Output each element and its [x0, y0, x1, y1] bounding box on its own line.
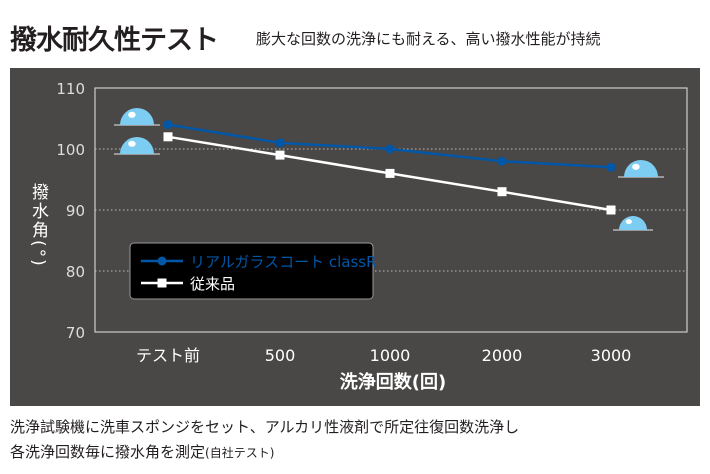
legend-label: 従来品: [190, 275, 235, 293]
y-tick-label: 90: [66, 202, 85, 220]
caption: 洗浄試験機に洗車スポンジをセット、アルカリ性液剤で所定往復回数洗浄し 各洗浄回数…: [10, 415, 519, 466]
x-tick-label: 3000: [591, 346, 632, 365]
droplet-body: [619, 216, 647, 230]
y-tick-label: 80: [66, 263, 85, 281]
data-point: [606, 162, 616, 172]
droplet-highlight: [128, 111, 136, 118]
y-tick-label: 70: [66, 324, 85, 342]
y-tick-label: 110: [56, 80, 85, 98]
droplet-icon: [114, 137, 160, 155]
page-title: 撥水耐久性テスト: [10, 25, 219, 56]
x-tick-label: 2000: [482, 346, 523, 365]
legend-label: リアルガラスコート classR: [190, 253, 377, 271]
line-chart: 70 80 90 100 110 テスト前 500 1000 2000 3000 洗浄回数(回) 撥水…: [28, 80, 688, 393]
droplet-highlight: [128, 140, 136, 147]
droplet-highlight: [632, 163, 640, 170]
data-point: [163, 120, 173, 130]
droplet-body: [624, 160, 658, 177]
plot-frame: [94, 87, 688, 333]
data-point: [497, 187, 507, 197]
data-point: [275, 138, 285, 148]
y-tick-label: 100: [56, 141, 85, 159]
x-tick-label: 500: [265, 346, 296, 365]
droplet-icon: [618, 160, 664, 178]
data-point: [606, 205, 616, 215]
caption-line-1: 洗浄試験機に洗車スポンジをセット、アルカリ性液剤で所定往復回数洗浄し: [10, 418, 520, 436]
x-tick-label: テスト前: [136, 346, 200, 365]
caption-line-2: 各洗浄回数毎に撥水角を測定: [10, 443, 206, 461]
x-axis-label: 洗浄回数(回): [340, 371, 446, 393]
legend: リアルガラスコート classR 従来品: [129, 242, 377, 300]
chart-panel: 70 80 90 100 110 テスト前 500 1000 2000 3000 洗浄回数(回) 撥水…: [10, 68, 700, 406]
droplet-body: [120, 108, 154, 125]
legend-marker: [157, 278, 167, 288]
caption-note: (自社テスト): [205, 446, 275, 460]
droplet-icon: [613, 216, 653, 231]
y-axis-label: 撥水角(°): [28, 183, 49, 268]
droplet-highlight: [625, 219, 632, 225]
legend-box: [129, 242, 374, 300]
droplet-body: [120, 137, 154, 154]
data-point: [275, 150, 285, 160]
data-point: [497, 156, 507, 166]
data-point: [163, 132, 173, 142]
data-point: [385, 168, 395, 178]
droplet-icon: [114, 108, 160, 126]
data-point: [385, 144, 395, 154]
x-tick-label: 1000: [370, 346, 411, 365]
page-subtitle: 膨大な回数の洗浄にも耐える、高い撥水性能が持続: [256, 30, 601, 48]
legend-marker: [157, 256, 167, 266]
